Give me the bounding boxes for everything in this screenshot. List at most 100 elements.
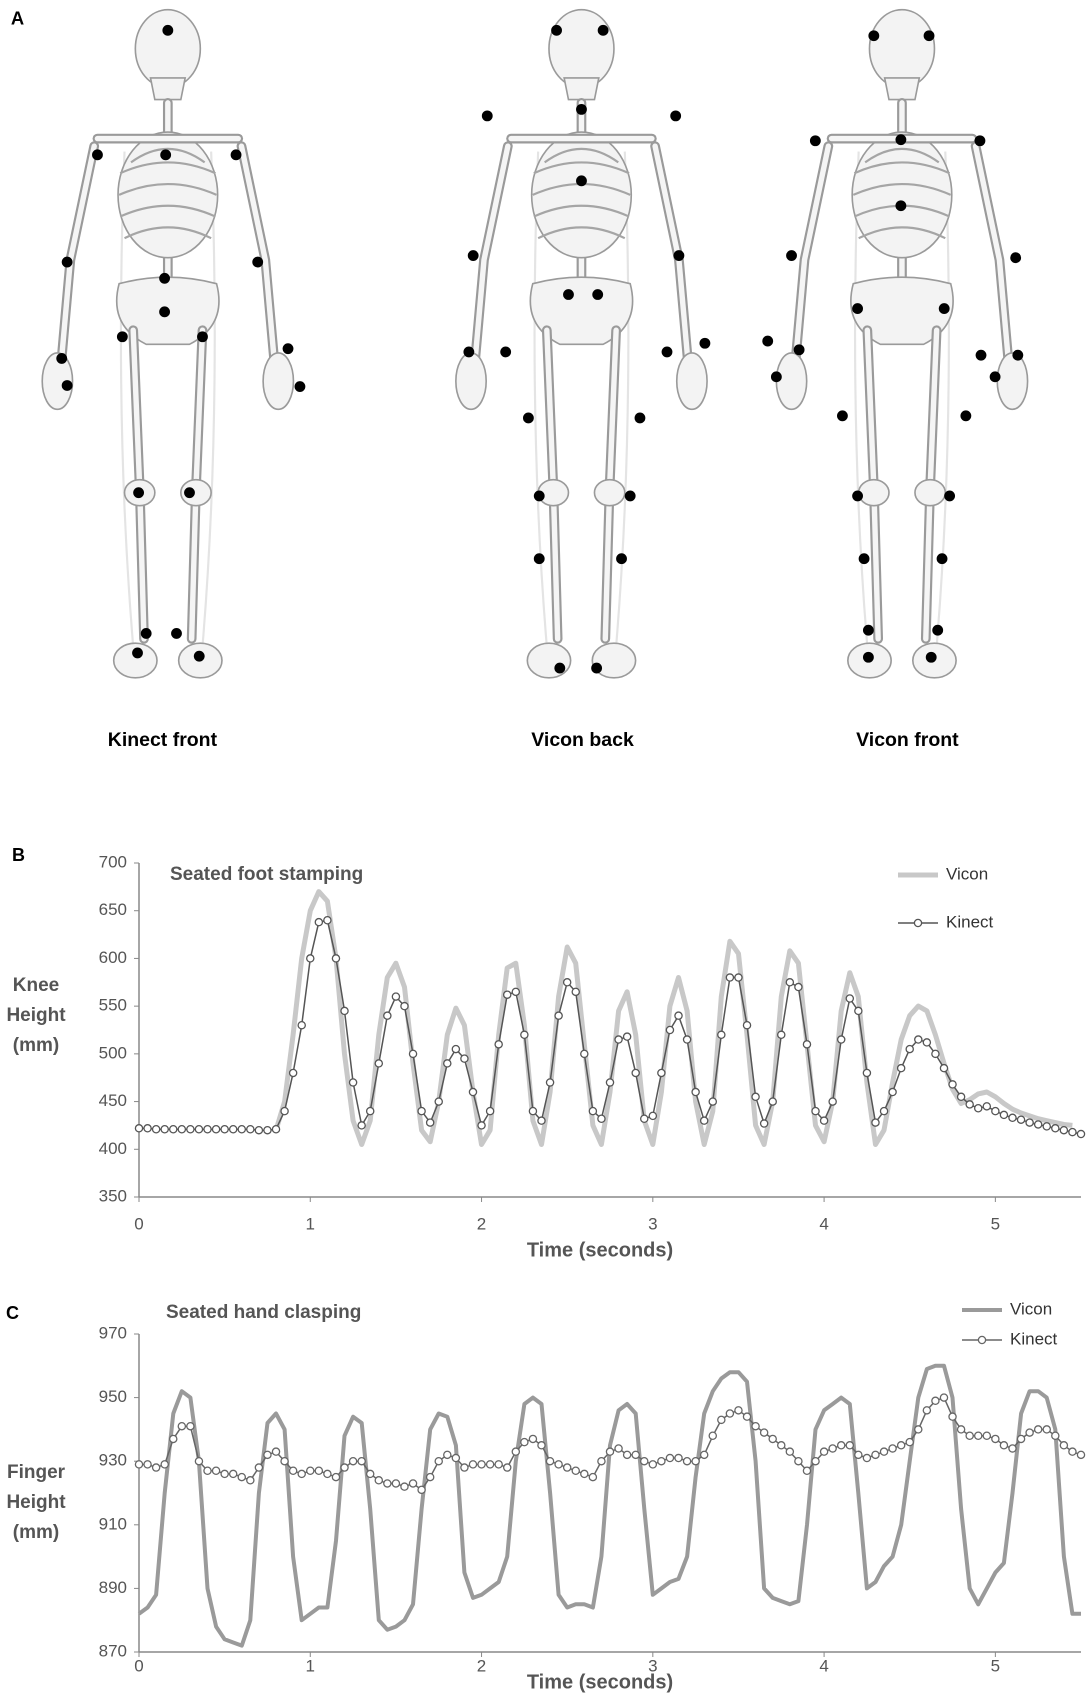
data-point xyxy=(435,1098,442,1105)
data-point xyxy=(512,988,519,995)
data-point xyxy=(769,1435,776,1442)
data-point xyxy=(418,1108,425,1115)
data-point xyxy=(230,1470,237,1477)
data-point xyxy=(598,1115,605,1122)
data-point xyxy=(529,1435,536,1442)
data-point xyxy=(606,1079,613,1086)
data-point xyxy=(709,1098,716,1105)
data-point xyxy=(949,1081,956,1088)
data-point xyxy=(452,1045,459,1052)
data-point xyxy=(161,1461,168,1468)
data-point xyxy=(606,1448,613,1455)
data-point xyxy=(743,1022,750,1029)
data-point xyxy=(144,1125,151,1132)
data-point xyxy=(718,1416,725,1423)
caption: Kinect front xyxy=(108,729,218,751)
panel-label: A xyxy=(11,7,24,28)
series-line xyxy=(139,1366,1081,1646)
y-tick-label: 870 xyxy=(99,1641,127,1660)
data-point xyxy=(161,1126,168,1133)
data-point xyxy=(581,1050,588,1057)
data-point xyxy=(187,1126,194,1133)
x-axis-label: Time (seconds) xyxy=(527,1239,673,1261)
data-point xyxy=(1026,1119,1033,1126)
data-point xyxy=(564,1464,571,1471)
caption: Vicon back xyxy=(531,729,634,751)
data-point xyxy=(358,1122,365,1129)
data-point xyxy=(230,1126,237,1133)
data-point xyxy=(264,1451,271,1458)
data-point xyxy=(324,917,331,924)
chart-title: Seated hand clasping xyxy=(166,1302,361,1323)
y-axis-label: (mm) xyxy=(13,1522,59,1543)
x-tick-label: 1 xyxy=(306,1656,315,1675)
data-point xyxy=(683,1036,690,1043)
y-tick-label: 600 xyxy=(99,948,127,967)
data-point xyxy=(1035,1426,1042,1433)
data-point xyxy=(940,1065,947,1072)
figure: A Kinect front Vicon back Vicon front B3… xyxy=(0,0,1086,1697)
data-point xyxy=(247,1477,254,1484)
x-tick-label: 4 xyxy=(819,1214,828,1233)
data-point xyxy=(495,1041,502,1048)
data-point xyxy=(615,1445,622,1452)
data-point xyxy=(1052,1432,1059,1439)
data-point xyxy=(307,955,314,962)
data-point xyxy=(778,1031,785,1038)
x-tick-label: 2 xyxy=(477,1656,486,1675)
data-point xyxy=(1017,1116,1024,1123)
data-point xyxy=(135,1125,142,1132)
data-point xyxy=(444,1060,451,1067)
data-point xyxy=(761,1120,768,1127)
y-tick-label: 950 xyxy=(99,1387,127,1406)
data-point xyxy=(255,1127,262,1134)
data-point xyxy=(1043,1426,1050,1433)
data-point xyxy=(564,979,571,986)
data-point xyxy=(1069,1129,1076,1136)
data-point xyxy=(461,1464,468,1471)
data-point xyxy=(341,1464,348,1471)
data-point xyxy=(915,1036,922,1043)
data-point xyxy=(975,1432,982,1439)
data-point xyxy=(307,1467,314,1474)
data-point xyxy=(375,1477,382,1484)
data-point xyxy=(255,1464,262,1471)
data-point xyxy=(624,1033,631,1040)
data-point xyxy=(718,1031,725,1038)
data-point xyxy=(872,1451,879,1458)
data-point xyxy=(315,1467,322,1474)
data-point xyxy=(906,1439,913,1446)
data-point xyxy=(178,1423,185,1430)
data-point xyxy=(487,1461,494,1468)
y-tick-label: 930 xyxy=(99,1451,127,1470)
data-point xyxy=(880,1108,887,1115)
data-point xyxy=(1035,1121,1042,1128)
data-point xyxy=(812,1458,819,1465)
y-tick-label: 890 xyxy=(99,1578,127,1597)
data-point xyxy=(632,1069,639,1076)
panel-a: A Kinect front Vicon back Vicon front xyxy=(11,7,1028,750)
data-point xyxy=(367,1470,374,1477)
legend-marker xyxy=(914,919,921,926)
data-point xyxy=(838,1036,845,1043)
data-point xyxy=(144,1461,151,1468)
legend-marker xyxy=(978,1336,985,1343)
data-point xyxy=(298,1022,305,1029)
data-point xyxy=(187,1423,194,1430)
x-tick-label: 0 xyxy=(134,1656,143,1675)
data-point xyxy=(461,1055,468,1062)
data-point xyxy=(701,1451,708,1458)
data-point xyxy=(349,1458,356,1465)
data-point xyxy=(204,1126,211,1133)
data-point xyxy=(615,1036,622,1043)
legend-label: Kinect xyxy=(1010,1329,1058,1348)
data-point xyxy=(555,1012,562,1019)
data-point xyxy=(1077,1130,1084,1137)
data-point xyxy=(538,1442,545,1449)
data-point xyxy=(153,1464,160,1471)
y-tick-label: 400 xyxy=(99,1139,127,1158)
data-point xyxy=(504,991,511,998)
data-point xyxy=(409,1050,416,1057)
data-point xyxy=(855,1451,862,1458)
data-point xyxy=(212,1467,219,1474)
